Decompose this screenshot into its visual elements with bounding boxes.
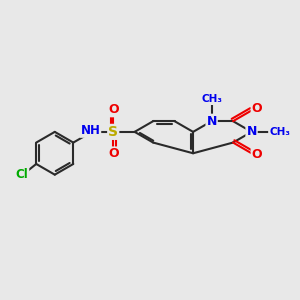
Text: N: N xyxy=(246,125,257,138)
Text: N: N xyxy=(206,115,217,128)
Text: Cl: Cl xyxy=(16,167,28,181)
Text: O: O xyxy=(108,103,119,116)
Text: CH₃: CH₃ xyxy=(269,127,290,137)
Text: O: O xyxy=(252,103,262,116)
Text: O: O xyxy=(252,148,262,161)
Text: O: O xyxy=(108,147,119,161)
Text: CH₃: CH₃ xyxy=(202,94,223,104)
Text: S: S xyxy=(108,125,118,139)
Text: NH: NH xyxy=(80,124,100,137)
